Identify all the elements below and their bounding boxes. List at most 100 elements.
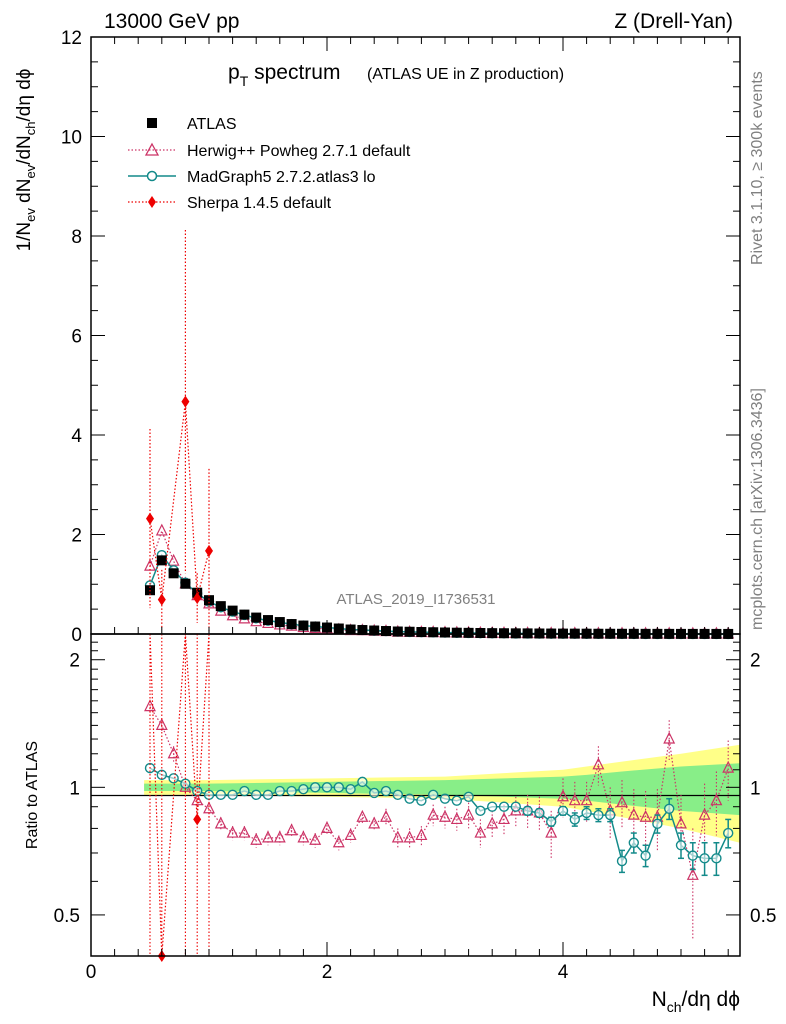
atlas-marker bbox=[333, 623, 344, 634]
madgraph-ratio-marker bbox=[711, 853, 722, 864]
madgraph-ratio-marker bbox=[487, 801, 498, 812]
herwig-ratio-marker bbox=[439, 809, 451, 822]
herwig-ratio-marker bbox=[332, 835, 345, 848]
herwig-ratio-marker bbox=[344, 828, 357, 841]
madgraph-ratio-marker bbox=[274, 785, 285, 797]
madgraph-ratio-marker bbox=[357, 776, 368, 788]
herwig-ratio-marker bbox=[627, 807, 640, 820]
herwig-ratio-marker bbox=[214, 816, 227, 829]
atlas-marker bbox=[156, 555, 167, 566]
herwig-ratio-marker bbox=[498, 812, 510, 825]
madgraph-ratio-marker bbox=[557, 805, 569, 817]
herwig-ratio-marker bbox=[580, 793, 593, 806]
madgraph-ratio-marker bbox=[581, 807, 592, 819]
herwig-ratio-marker bbox=[710, 793, 723, 806]
x-axis-title: Nch/dη dϕ bbox=[652, 988, 740, 1015]
herwig-ratio-marker bbox=[568, 793, 581, 806]
madgraph-ratio-marker bbox=[369, 787, 380, 799]
herwig-ratio-marker bbox=[321, 821, 333, 834]
madgraph-ratio-marker bbox=[593, 809, 604, 821]
madgraph-ratio-marker bbox=[215, 789, 227, 801]
atlas-marker bbox=[404, 626, 415, 637]
madgraph-ratio-marker bbox=[534, 807, 545, 819]
madgraph-ratio-marker bbox=[416, 795, 427, 806]
madgraph-ratio-marker bbox=[723, 827, 734, 839]
herwig-ratio-marker bbox=[285, 823, 298, 836]
process-label: Z (Drell-Yan) bbox=[614, 10, 733, 33]
y-tick-label: 4 bbox=[71, 426, 82, 447]
herwig-ratio-marker bbox=[144, 699, 156, 712]
ratio-panel-frame bbox=[90, 633, 741, 957]
main-panel: 0 2 4 6 8 10 12 pT spectrum (ATLAS UE in Z pro… bbox=[14, 28, 741, 646]
madgraph-ratio-marker bbox=[652, 818, 663, 830]
legend-entry-madgraph: MadGraph5 2.7.2.atlas3 lo bbox=[128, 169, 376, 186]
herwig-ratio-marker bbox=[226, 825, 239, 838]
herwig-ratio-marker bbox=[250, 832, 263, 845]
madgraph-ratio-marker bbox=[286, 785, 297, 797]
atlas-marker bbox=[428, 627, 439, 638]
x-axis-ticks: 0 2 4 bbox=[86, 37, 729, 983]
ratio-tick-label-right: 2 bbox=[750, 651, 761, 672]
madgraph-ratio-marker bbox=[191, 785, 203, 797]
ratio-tick-label: 0.5 bbox=[54, 906, 80, 927]
madgraph-ratio-marker bbox=[475, 805, 486, 817]
energy-label: 13000 GeV pp bbox=[104, 10, 239, 33]
herwig-ratio-marker bbox=[273, 830, 286, 843]
madgraph-ratio-marker bbox=[546, 816, 557, 827]
main-axis-ticks: 0 2 4 6 8 10 12 bbox=[61, 28, 740, 646]
madgraph-ratio-marker bbox=[180, 778, 191, 789]
herwig-ratio-marker bbox=[297, 830, 310, 843]
herwig-ratio-marker bbox=[368, 816, 381, 829]
madgraph-ratio-marker bbox=[522, 805, 533, 817]
atlas-marker bbox=[381, 626, 391, 637]
y-tick-label: 8 bbox=[71, 227, 82, 248]
mcplots-label: mcplots.cern.ch [arXiv:1306.3436] bbox=[749, 388, 766, 630]
atlas-marker bbox=[239, 609, 250, 620]
legend-label-sherpa: Sherpa 1.4.5 default bbox=[187, 195, 332, 212]
herwig-ratio-marker bbox=[391, 830, 404, 843]
ratio-tick-label-right: 0.5 bbox=[750, 906, 776, 927]
herwig-ratio-marker bbox=[545, 825, 558, 838]
madgraph-ratio-marker bbox=[227, 789, 238, 801]
atlas-marker bbox=[286, 619, 297, 630]
madgraph-ratio-marker bbox=[699, 853, 710, 864]
herwig-ratio-marker bbox=[450, 812, 463, 825]
herwig-ratio-marker bbox=[203, 801, 215, 814]
y-tick-label: 6 bbox=[71, 327, 82, 348]
madgraph-ratio-marker bbox=[251, 789, 262, 801]
herwig-ratio-marker bbox=[380, 809, 392, 822]
legend-label-herwig: Herwig++ Powheg 2.7.1 default bbox=[187, 143, 411, 160]
herwig-ratio-marker bbox=[462, 807, 475, 820]
sherpa-ratio-marker bbox=[193, 813, 202, 826]
sherpa-marker bbox=[193, 592, 202, 605]
herwig-ratio-marker bbox=[191, 793, 204, 806]
herwig-ratio-marker bbox=[592, 757, 605, 770]
legend-entry-atlas: ATLAS bbox=[147, 116, 237, 133]
atlas-marker bbox=[180, 578, 191, 589]
atlas-marker bbox=[310, 621, 321, 632]
madgraph-ratio-marker bbox=[616, 855, 628, 867]
herwig-ratio-marker bbox=[486, 816, 499, 829]
herwig-ratio-marker bbox=[686, 867, 699, 880]
x-tick-label: 4 bbox=[558, 962, 569, 983]
ratio-band-stat bbox=[144, 763, 741, 816]
ratio-tick-label-right: 1 bbox=[750, 778, 761, 799]
legend: ATLAS Herwig++ Powheg 2.7.1 default MadG… bbox=[128, 116, 411, 212]
madgraph-ratio-marker bbox=[298, 783, 309, 795]
herwig-ratio-marker bbox=[309, 832, 322, 845]
herwig-ratio-marker bbox=[238, 825, 251, 838]
madgraph-ratio-marker bbox=[428, 789, 439, 801]
madgraph-ratio-marker bbox=[262, 789, 274, 801]
atlas-marker bbox=[204, 595, 214, 606]
herwig-ratio-marker bbox=[698, 807, 711, 820]
ratio-panel: 0.5 0.5 1 1 2 2 Ratio to ATLAS bbox=[24, 633, 776, 962]
legend-entry-herwig: Herwig++ Powheg 2.7.1 default bbox=[128, 142, 411, 160]
legend-entry-sherpa: Sherpa 1.4.5 default bbox=[128, 195, 332, 212]
madgraph-ratio-marker bbox=[675, 840, 687, 851]
herwig-ratio-marker bbox=[663, 731, 676, 744]
legend-marker-sherpa bbox=[148, 196, 156, 208]
herwig-ratio-marker bbox=[415, 828, 428, 841]
legend-marker-atlas bbox=[147, 118, 157, 128]
madgraph-ratio-marker bbox=[333, 782, 344, 793]
atlas-marker bbox=[215, 601, 226, 612]
